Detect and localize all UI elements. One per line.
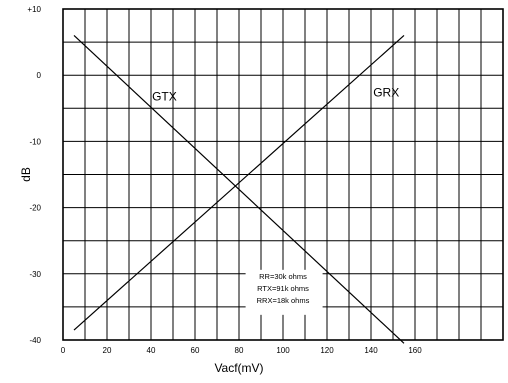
x-tick-label: 40: [147, 346, 156, 355]
x-axis-title: Vacf(mV): [214, 361, 263, 375]
x-tick-label: 20: [103, 346, 112, 355]
grid-lines: [63, 9, 503, 340]
x-tick-label: 100: [276, 346, 290, 355]
y-tick-label: +10: [27, 5, 41, 14]
x-tick-labels: 0 20 40 60 80 100 120 140 160: [61, 346, 422, 355]
x-tick-label: 0: [61, 346, 66, 355]
x-tick-label: 160: [408, 346, 422, 355]
series-group: [73, 35, 405, 344]
y-tick-label: 0: [37, 71, 42, 80]
y-tick-label: -40: [29, 336, 41, 345]
annotation-rr: RR=30k ohms: [259, 272, 307, 281]
annotation-rrx: RRX=18k ohms: [257, 296, 310, 305]
y-tick-label: -10: [29, 137, 41, 146]
series-label-grx: GRX: [373, 85, 399, 99]
series-line-grx: [73, 35, 405, 331]
x-tick-label: 80: [235, 346, 244, 355]
x-tick-label: 120: [320, 346, 334, 355]
y-tick-label: -20: [29, 204, 41, 213]
annotation-rtx: RTX=91k ohms: [257, 284, 309, 293]
y-tick-labels: +10 0 -10 -20 -30 -40: [27, 5, 41, 345]
series-label-gtx: GTX: [152, 89, 177, 103]
annotation-box: RR=30k ohms RTX=91k ohms RRX=18k ohms: [245, 269, 323, 315]
plot-frame: [62, 8, 504, 341]
series-line-gtx: [73, 35, 405, 344]
x-tick-label: 140: [364, 346, 378, 355]
y-tick-label: -30: [29, 270, 41, 279]
y-axis-title: dB: [19, 167, 33, 182]
x-tick-label: 60: [191, 346, 200, 355]
